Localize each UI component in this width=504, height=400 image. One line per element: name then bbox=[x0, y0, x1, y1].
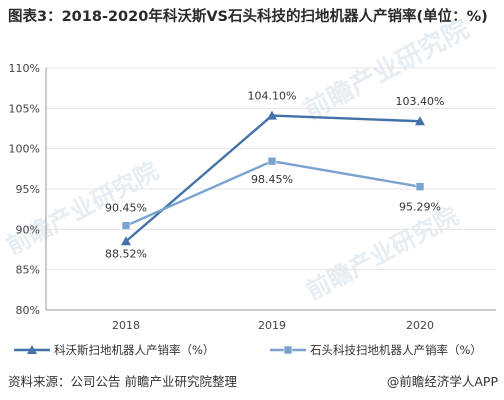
series-line bbox=[125, 159, 421, 227]
data-point-triangle bbox=[121, 236, 131, 246]
data-point-square bbox=[267, 156, 277, 166]
data-label: 98.45% bbox=[251, 173, 293, 186]
data-point-square bbox=[121, 221, 131, 231]
y-tick-label: 85% bbox=[16, 264, 40, 277]
data-point-square bbox=[283, 345, 293, 355]
y-tick-label: 100% bbox=[9, 143, 40, 156]
legend-item: 科沃斯扫地机器人产销率（%） bbox=[14, 343, 214, 357]
y-tick-label: 80% bbox=[16, 304, 40, 317]
y-tick-label: 90% bbox=[16, 223, 40, 236]
x-tick-label: 2018 bbox=[112, 319, 140, 332]
y-axis: 80% 85% 90% 95% 100% 105% 110% bbox=[9, 62, 47, 317]
data-label: 103.40% bbox=[396, 95, 445, 108]
series-ecovacs: 88.52% 104.10% 103.40% bbox=[105, 90, 444, 261]
data-point-square bbox=[415, 182, 425, 191]
data-label: 88.52% bbox=[105, 247, 147, 260]
data-point-triangle bbox=[415, 116, 425, 126]
data-point-triangle bbox=[27, 345, 37, 354]
chart-title: 图表3：2018-2020年科沃斯VS石头科技的扫地机器人产销率(单位：%) bbox=[8, 9, 488, 25]
legend-label: 科沃斯扫地机器人产销率（%） bbox=[54, 343, 214, 357]
credit-note: @前瞻经济学人APP bbox=[386, 374, 498, 389]
x-tick-label: 2019 bbox=[258, 319, 286, 332]
series-layer: 88.52% 104.10% 103.40% 90.45% 98.45% 95.29% bbox=[105, 90, 444, 261]
source-note: 资料来源：公司公告 前瞻产业研究院整理 bbox=[8, 374, 237, 389]
x-tick-label: 2020 bbox=[406, 319, 434, 332]
legend: 科沃斯扫地机器人产销率（%） 石头科技扫地机器人产销率（%） bbox=[14, 343, 482, 357]
y-tick-label: 95% bbox=[16, 183, 40, 196]
watermark-text: 前瞻产业研究院 bbox=[299, 13, 474, 126]
data-point-triangle bbox=[267, 110, 277, 120]
y-tick-label: 110% bbox=[9, 62, 40, 75]
footer: 资料来源：公司公告 前瞻产业研究院整理 @前瞻经济学人APP bbox=[0, 368, 504, 392]
y-tick-label: 105% bbox=[9, 102, 40, 115]
series-roborock: 90.45% 98.45% 95.29% bbox=[105, 156, 441, 231]
watermark-text: 前瞻产业研究院 bbox=[302, 202, 463, 306]
data-label: 104.10% bbox=[248, 90, 297, 103]
legend-label: 石头科技扫地机器人产销率（%） bbox=[310, 343, 482, 357]
legend-item: 石头科技扫地机器人产销率（%） bbox=[270, 343, 482, 357]
data-label: 90.45% bbox=[105, 202, 147, 215]
x-axis: 2018 2019 2020 bbox=[112, 319, 434, 332]
data-label: 95.29% bbox=[399, 201, 441, 214]
